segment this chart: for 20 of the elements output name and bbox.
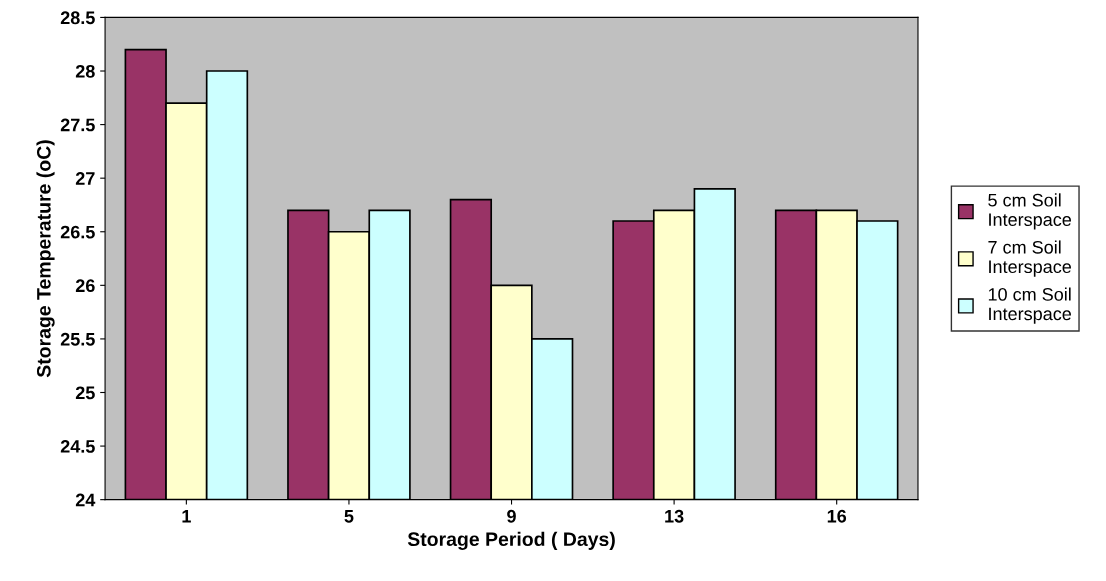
y-tick-label: 28.5: [60, 11, 95, 25]
x-tick-label: 5: [344, 510, 354, 523]
y-tick-label: 27: [75, 172, 95, 185]
y-tick-label: 26.5: [60, 225, 95, 239]
x-tick-label: 13: [665, 509, 684, 523]
y-axis-title: Storage Temperature (oC): [36, 140, 55, 378]
y-tick-label: 26: [75, 279, 95, 293]
legend-label: 10 cm Soil Interspace: [988, 287, 1072, 324]
x-tick-label: 16: [827, 509, 847, 523]
y-tick-label: 24: [75, 493, 96, 507]
x-axis-title: Storage Period ( Days): [407, 531, 615, 550]
y-tick-label: 25.5: [60, 332, 95, 346]
y-tick-label: 28: [75, 64, 95, 78]
legend-label: 5 cm Soil Interspace: [988, 193, 1072, 230]
x-tick-label: 9: [507, 509, 516, 523]
legend-label: 7 cm Soil Interspace: [988, 240, 1072, 277]
y-tick-label: 24.5: [60, 440, 95, 453]
x-tick-label: 1: [182, 510, 191, 523]
y-tick-label: 25: [75, 386, 95, 400]
y-tick-label: 27.5: [60, 118, 95, 132]
